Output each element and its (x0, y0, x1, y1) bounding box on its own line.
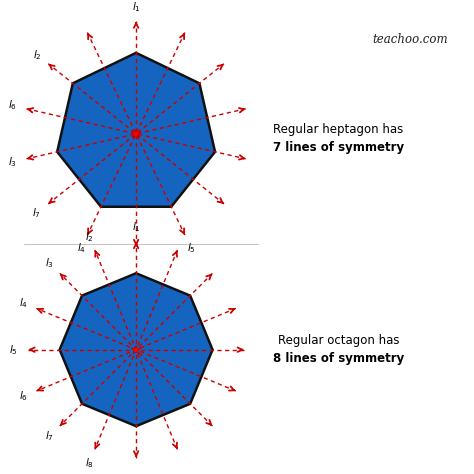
Text: $\mathit{l}_{6}$: $\mathit{l}_{6}$ (8, 99, 17, 112)
Text: $\mathit{l}_{7}$: $\mathit{l}_{7}$ (33, 206, 41, 220)
Text: $\mathit{l}_{6}$: $\mathit{l}_{6}$ (18, 390, 27, 403)
Text: 7 lines of symmetry: 7 lines of symmetry (273, 141, 404, 154)
Text: $\mathit{l}_{5}$: $\mathit{l}_{5}$ (187, 241, 196, 255)
Text: $\mathit{l}_{3}$: $\mathit{l}_{3}$ (45, 256, 54, 270)
Text: teachoo.com: teachoo.com (373, 33, 448, 46)
Text: $\mathit{l}_{1}$: $\mathit{l}_{1}$ (132, 0, 140, 14)
Text: $\mathit{l}_{4}$: $\mathit{l}_{4}$ (76, 241, 86, 255)
Polygon shape (60, 273, 212, 426)
Text: 8 lines of symmetry: 8 lines of symmetry (273, 352, 404, 365)
Text: Regular heptagon has: Regular heptagon has (273, 123, 404, 136)
Text: $\mathit{l}_{2}$: $\mathit{l}_{2}$ (85, 230, 94, 244)
Polygon shape (57, 53, 215, 207)
Text: $\mathit{l}_{4}$: $\mathit{l}_{4}$ (18, 296, 27, 310)
Text: Regular octagon has: Regular octagon has (278, 334, 399, 347)
Text: $\mathit{l}_{5}$: $\mathit{l}_{5}$ (9, 343, 18, 356)
Text: $\mathit{l}_{3}$: $\mathit{l}_{3}$ (8, 155, 17, 169)
Text: $\mathit{l}_{7}$: $\mathit{l}_{7}$ (45, 429, 54, 443)
Text: $\mathit{l}_{8}$: $\mathit{l}_{8}$ (85, 456, 94, 470)
Text: $\mathit{l}_{1}$: $\mathit{l}_{1}$ (132, 220, 140, 234)
Text: $\mathit{l}_{2}$: $\mathit{l}_{2}$ (33, 48, 41, 62)
